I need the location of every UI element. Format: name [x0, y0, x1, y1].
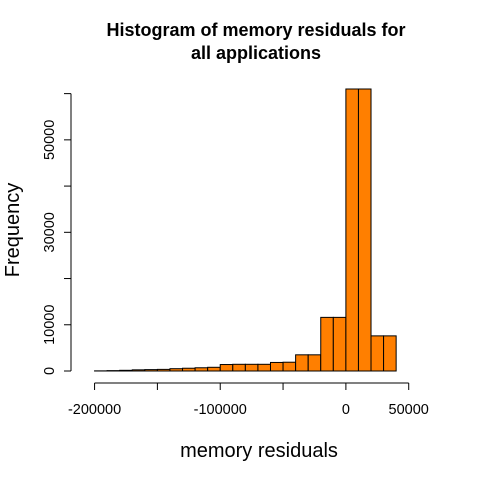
- histogram-bar-16: [295, 354, 309, 372]
- histogram-bar-13: [257, 363, 271, 372]
- y-tick-label: 10000: [42, 305, 58, 345]
- histogram-bar-22: [370, 335, 385, 372]
- histogram-bar-11: [232, 363, 246, 372]
- histogram-bar-14: [269, 361, 284, 372]
- histogram-bar-10: [219, 364, 234, 372]
- x-tick-label: -100000: [194, 402, 247, 418]
- y-tick-label: 50000: [42, 120, 58, 160]
- x-tick-label: 50000: [389, 402, 429, 418]
- x-tick-label: -200000: [68, 402, 121, 418]
- histogram-bar-19: [332, 316, 347, 372]
- histogram-bar-18: [320, 316, 334, 372]
- histogram-bar-9: [207, 366, 221, 372]
- histogram-bar-8: [194, 367, 209, 372]
- histogram-bar-20: [345, 88, 359, 372]
- histogram-bar-17: [307, 354, 322, 372]
- histogram-bar-4: [144, 369, 158, 372]
- histogram-bar-21: [357, 88, 372, 372]
- histogram-bar-12: [244, 363, 259, 372]
- histogram-bar-7: [182, 367, 196, 372]
- y-tick-label: 30000: [42, 212, 58, 252]
- histogram-bar-23: [383, 335, 397, 372]
- histogram-bars: [94, 88, 397, 372]
- histogram-bar-2: [119, 369, 133, 372]
- y-axis-label: Frequency: [2, 183, 24, 278]
- x-axis-label: memory residuals: [180, 440, 338, 462]
- x-axis: -200000 -100000 0 50000: [68, 382, 429, 418]
- histogram-bar-5: [156, 368, 171, 372]
- histogram-bar-6: [169, 368, 184, 372]
- chart-title-line-2: all applications: [191, 43, 321, 63]
- chart-title-line-1: Histogram of memory residuals for: [106, 20, 405, 40]
- y-tick-label: 0: [42, 367, 58, 375]
- histogram-bar-3: [131, 369, 146, 372]
- x-tick-label: 0: [342, 402, 350, 418]
- histogram-bar-15: [282, 361, 297, 372]
- y-axis: 0 10000 30000 50000: [42, 93, 72, 375]
